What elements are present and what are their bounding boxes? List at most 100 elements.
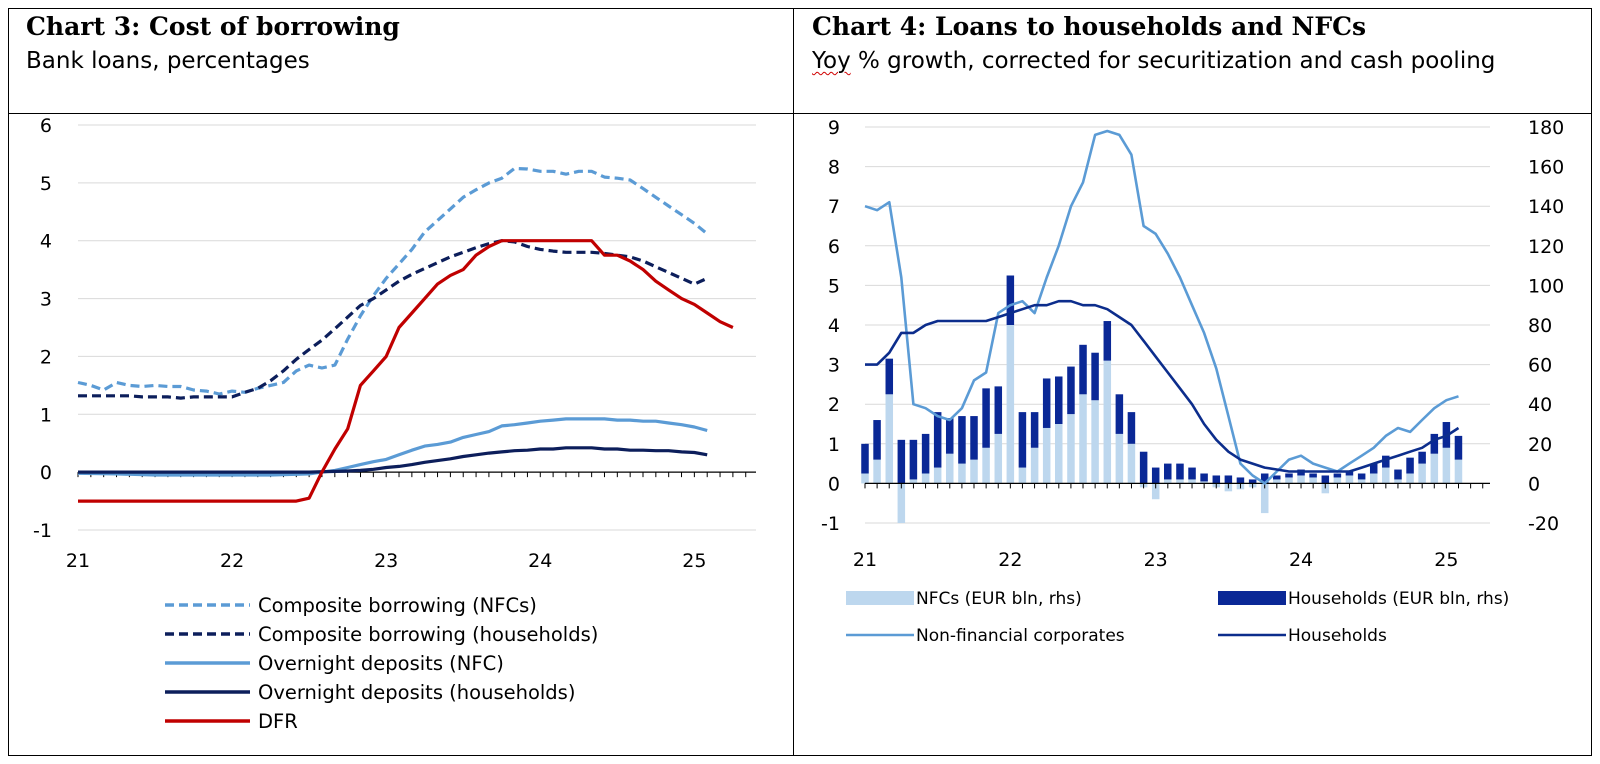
chart4-y-right-tick-label: 60 xyxy=(1528,355,1552,377)
chart3-series-composite-borrowing-households xyxy=(78,239,708,400)
panel-divider-horizontal xyxy=(8,113,1592,114)
chart3-x-tick-label: 24 xyxy=(528,550,552,572)
chart4-bar-households xyxy=(885,358,894,395)
chart4-bar-households xyxy=(1248,479,1257,484)
chart4-bar-nfc xyxy=(1188,479,1196,484)
chart3-y-tick-label: 6 xyxy=(40,115,52,137)
chart3-x-tick-label: 22 xyxy=(220,550,244,572)
chart4-bar-nfc xyxy=(1127,443,1136,484)
chart4-bar-nfc xyxy=(861,473,869,484)
chart4-bar-nfc xyxy=(1054,424,1063,484)
chart4-bar-nfc xyxy=(982,447,990,484)
chart4-bar-households xyxy=(1200,473,1208,482)
chart4-y-left-tick-label: -1 xyxy=(821,513,840,535)
chart4-bar-nfc xyxy=(1164,479,1172,484)
chart4-bar-nfc xyxy=(1200,481,1208,484)
chart4-y-right-tick-label: 160 xyxy=(1528,157,1564,179)
chart4-bar-households xyxy=(1042,378,1051,428)
chart4-bar-households xyxy=(1127,412,1136,444)
chart3-series-composite-borrowing-nfcs xyxy=(77,166,709,396)
chart4-y-right-tick-label: 80 xyxy=(1528,315,1552,337)
chart4-bar-households xyxy=(1151,467,1160,484)
chart3-series-overnight-deposits-households xyxy=(78,446,708,474)
chart4-bar-households xyxy=(1188,467,1196,480)
chart4-bar-households xyxy=(1212,475,1221,484)
chart4-bar-households xyxy=(1018,412,1027,468)
chart4-bar-households xyxy=(897,439,906,484)
chart4-bar-nfc xyxy=(1285,477,1293,484)
chart4-bar-nfc xyxy=(1454,459,1463,484)
chart4-x-tick-label: 23 xyxy=(1144,549,1168,571)
chart4-bar-households xyxy=(1273,475,1281,480)
chart4-bar-nfc xyxy=(1369,473,1378,484)
chart3-legend-label: Overnight deposits (NFC) xyxy=(258,652,504,675)
chart4-bar-households xyxy=(1176,463,1184,480)
chart3-subtitle: Bank loans, percentages xyxy=(26,48,310,74)
chart4-bar-households xyxy=(958,416,966,464)
chart4-y-right-tick-label: -20 xyxy=(1528,513,1559,535)
chart4-bar-nfc xyxy=(1442,447,1451,484)
chart4-y-left-tick-label: 3 xyxy=(828,355,840,377)
chart4-bar-households xyxy=(1382,455,1390,468)
chart4-bar-nfc xyxy=(1382,467,1390,484)
chart4-bar-nfc xyxy=(994,433,1003,484)
chart4-bar-households xyxy=(1394,469,1402,480)
chart4-y-left-tick-label: 7 xyxy=(828,196,840,218)
chart4-legend-label: Households (EUR bln, rhs) xyxy=(1288,589,1509,609)
chart4-bar-nfc xyxy=(1115,433,1124,484)
chart4-bar-nfc xyxy=(1273,479,1281,484)
chart4-bar-households xyxy=(1369,463,1378,474)
panel-divider-vertical xyxy=(793,8,794,756)
chart4-y-right-tick-label: 120 xyxy=(1528,236,1564,258)
chart3-x-tick-label: 21 xyxy=(66,550,90,572)
chart4-bar-nfc xyxy=(1345,475,1354,484)
chart4-bar-nfc xyxy=(1357,479,1366,484)
chart4-bar-nfc xyxy=(897,483,906,523)
chart4-bar-households xyxy=(1321,475,1330,484)
chart3-y-tick-label: 4 xyxy=(40,231,52,253)
chart4-y-right-tick-label: 40 xyxy=(1528,394,1552,416)
chart3-y-tick-label: 3 xyxy=(40,289,52,311)
chart3-y-tick-label: 1 xyxy=(40,404,52,426)
chart4-bar-households xyxy=(1067,366,1075,415)
chart3-title: Chart 3: Cost of borrowing xyxy=(26,12,400,41)
chart4-bar-nfc xyxy=(885,394,894,484)
chart4-bar-nfc xyxy=(1176,479,1184,484)
chart4-bar-nfc xyxy=(1151,483,1160,500)
chart4-bar-households xyxy=(1103,321,1112,361)
chart4-y-left-tick-label: 1 xyxy=(828,434,840,456)
chart4-y-right-tick-label: 0 xyxy=(1528,473,1540,495)
chart4-legend-label: NFCs (EUR bln, rhs) xyxy=(916,589,1082,609)
chart4-legend-label: Non-financial corporates xyxy=(916,626,1125,646)
chart4-bar-households xyxy=(994,386,1003,434)
chart3-y-tick-label: -1 xyxy=(33,520,52,542)
chart3-series-dfr xyxy=(78,239,734,503)
chart4-bar-households xyxy=(1357,473,1366,480)
chart4-bar-nfc xyxy=(1297,475,1305,484)
chart4-legend-swatch-nfcs-eur-bln-rhs xyxy=(846,591,914,605)
chart4-bar-households xyxy=(1430,433,1439,454)
chart4-bar-households xyxy=(921,433,930,474)
chart4-bar-households xyxy=(1406,457,1414,474)
chart4-legend-swatch-households-eur-bln-rhs xyxy=(1218,591,1286,605)
chart4-subtitle: Yoy % growth, corrected for securitizati… xyxy=(812,44,1582,78)
chart4-bar-households xyxy=(861,443,869,474)
chart4-bar-nfc xyxy=(1006,325,1015,484)
chart4-y-left-tick-label: 9 xyxy=(828,117,840,139)
chart3-legend-label: Overnight deposits (households) xyxy=(258,681,575,704)
chart4-bar-nfc xyxy=(1030,447,1039,484)
chart3-x-tick-label: 25 xyxy=(682,550,706,572)
chart3-y-tick-label: 2 xyxy=(40,346,52,368)
chart4-y-left-tick-label: 0 xyxy=(828,473,840,495)
chart4-bar-nfc xyxy=(1260,483,1269,514)
chart4-bar-nfc xyxy=(1079,394,1087,484)
chart4-legend-label: Households xyxy=(1288,626,1387,646)
chart4-bar-households xyxy=(1006,275,1015,325)
chart3-y-tick-label: 5 xyxy=(40,173,52,195)
chart4-bar-households xyxy=(945,418,954,454)
chart4-y-right-tick-label: 20 xyxy=(1528,434,1552,456)
chart4-y-right-tick-label: 100 xyxy=(1528,275,1564,297)
chart4-bar-households xyxy=(1054,376,1063,424)
chart4-bar-nfc xyxy=(958,463,966,484)
